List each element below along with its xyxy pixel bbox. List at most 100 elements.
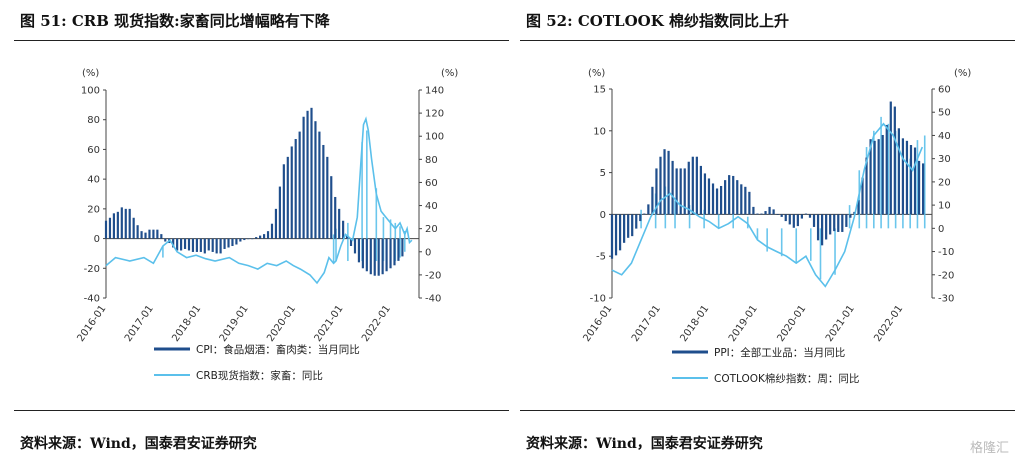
bar	[764, 211, 767, 215]
bar	[401, 238, 404, 257]
bar	[219, 238, 222, 254]
legend-label-line: COTLOOK棉纱指数：周：同比	[714, 372, 859, 385]
bar	[191, 238, 195, 252]
bar	[728, 175, 731, 215]
watermark: 格隆汇	[969, 441, 1009, 456]
bar	[108, 217, 112, 239]
bar	[132, 217, 135, 239]
bar	[136, 225, 139, 239]
bar	[655, 168, 658, 215]
bar	[768, 206, 771, 215]
bar	[614, 214, 618, 256]
right-tick-label: 120	[425, 109, 444, 120]
bar	[909, 145, 913, 215]
source-note: 资料来源：Wind，国泰君安证券研究	[526, 436, 763, 452]
chart-panel-right: 图 52: COTLOOK 棉纱指数同比上升 -10 -5 0 5 10 15 -30 -20…	[520, 0, 1015, 462]
bar	[345, 235, 349, 239]
x-tick-label: 2020-01	[775, 303, 808, 344]
left-tick-label: 10	[593, 126, 606, 137]
bar	[128, 208, 131, 239]
source-rule	[520, 410, 1015, 411]
bar	[262, 234, 266, 239]
bar	[104, 220, 108, 239]
bar	[124, 208, 127, 239]
bar	[756, 213, 759, 215]
bar	[294, 139, 297, 239]
bar	[377, 238, 380, 276]
bar	[776, 214, 779, 215]
bar	[207, 238, 210, 251]
bar	[195, 238, 198, 252]
left-tick-label: 100	[81, 86, 100, 97]
source-note: 资料来源：Wind，国泰君安证券研究	[20, 436, 257, 452]
bar	[164, 238, 167, 242]
bar	[679, 168, 682, 215]
bar	[808, 214, 812, 218]
left-tick-label: 15	[593, 85, 606, 96]
bar	[889, 101, 892, 215]
right-axis-unit: (%)	[954, 68, 971, 79]
x-tick-label: 2017-01	[630, 303, 663, 344]
bar	[825, 214, 828, 240]
bar	[247, 238, 250, 240]
legend-label-bar: CPI：食品烟酒：畜肉类：当月同比	[196, 343, 360, 356]
x-tick-label: 2022-01	[360, 303, 393, 344]
title-rule	[520, 40, 1015, 41]
right-tick-label: -10	[938, 247, 954, 258]
bar	[266, 231, 270, 239]
bar	[643, 213, 646, 215]
bar	[893, 106, 896, 215]
bar	[215, 238, 218, 254]
bar	[322, 144, 325, 239]
bar	[724, 180, 727, 215]
bar	[796, 214, 799, 227]
right-tick-label: 60	[938, 85, 951, 96]
right-tick-label: 20	[938, 177, 951, 188]
bar	[905, 140, 909, 215]
bar	[140, 231, 143, 239]
bar	[719, 185, 723, 215]
bar	[901, 138, 905, 215]
bar	[752, 206, 755, 215]
chart-svg-left: -40 -20 0 20 40 60 80 100 -40 -20 0 20 40 60 80 100 120 1…	[75, 68, 458, 382]
bar	[239, 238, 242, 242]
bar	[715, 188, 719, 215]
left-tick-label: 0	[600, 210, 606, 221]
bar	[227, 238, 230, 248]
bar	[732, 175, 735, 215]
bar	[112, 213, 115, 239]
x-tick-label: 2021-01	[313, 303, 346, 344]
bar	[144, 232, 147, 239]
bar	[251, 238, 254, 240]
bar	[627, 214, 630, 238]
bar	[369, 238, 372, 275]
bar	[635, 214, 638, 229]
right-tick-label: 50	[938, 108, 951, 119]
bar	[804, 213, 808, 215]
right-tick-label: 60	[425, 178, 438, 189]
bar	[618, 214, 622, 251]
bar	[172, 238, 175, 248]
bar	[913, 147, 917, 215]
bar	[270, 223, 274, 239]
right-tick-label: 140	[425, 86, 444, 97]
right-tick-label: 40	[938, 131, 951, 142]
bar	[203, 238, 206, 254]
bar	[298, 131, 301, 239]
bar	[302, 116, 305, 239]
right-tick-label: -20	[938, 270, 954, 281]
bar	[223, 238, 226, 249]
series-line	[105, 116, 413, 285]
chart-title: 图 52: COTLOOK 棉纱指数同比上升	[526, 12, 789, 30]
bar	[389, 238, 392, 269]
bar	[353, 238, 357, 254]
bar	[211, 238, 214, 252]
bar	[286, 156, 289, 239]
bar	[687, 161, 690, 215]
bar	[282, 164, 285, 239]
bar	[231, 238, 234, 246]
bar	[663, 149, 666, 215]
right-tick-label: 30	[938, 154, 951, 165]
bar	[243, 238, 246, 241]
